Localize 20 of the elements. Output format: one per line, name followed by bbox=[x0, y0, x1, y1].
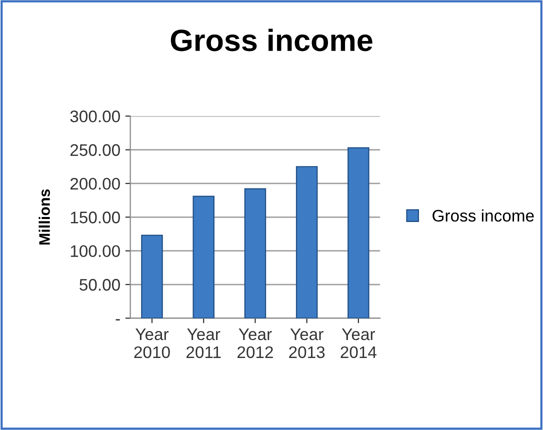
x-tick-label: Year 2012 bbox=[238, 328, 273, 358]
y-tick-label: 50.00 bbox=[80, 278, 120, 291]
bar bbox=[141, 234, 163, 318]
y-tick-label: 250.00 bbox=[70, 144, 120, 156]
y-tick-label: 200.00 bbox=[70, 178, 120, 190]
bar bbox=[348, 147, 370, 318]
y-axis-title: Millions bbox=[38, 189, 50, 245]
bar bbox=[296, 166, 318, 318]
y-tick-label: 100.00 bbox=[70, 245, 120, 258]
bar bbox=[244, 188, 266, 318]
x-tick-label: Year 2014 bbox=[340, 328, 376, 358]
y-tick-label: 150.00 bbox=[70, 212, 120, 224]
y-tick-label: 300.00 bbox=[70, 110, 120, 122]
y-tick-label: - bbox=[116, 319, 120, 320]
legend-label: Gross income bbox=[432, 209, 534, 222]
x-tick-label: Year 2013 bbox=[289, 328, 325, 358]
chart-title: Gross income bbox=[170, 28, 372, 52]
x-tick-label: Year 2010 bbox=[134, 328, 170, 358]
bar bbox=[192, 196, 214, 318]
x-tick-label: Year 2011 bbox=[186, 328, 221, 358]
